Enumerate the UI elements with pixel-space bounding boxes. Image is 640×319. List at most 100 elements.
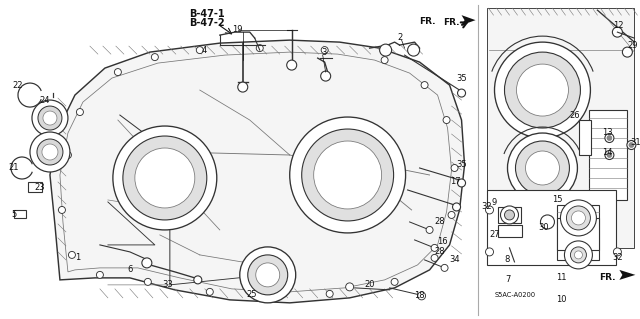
Circle shape <box>43 111 57 125</box>
Text: 9: 9 <box>492 198 497 207</box>
Circle shape <box>575 251 582 259</box>
Text: 8: 8 <box>505 256 510 264</box>
Circle shape <box>540 215 554 229</box>
Circle shape <box>314 141 381 209</box>
Circle shape <box>206 288 213 295</box>
Text: FR.: FR. <box>443 18 460 26</box>
Circle shape <box>452 203 461 211</box>
Bar <box>486 190 616 265</box>
Text: FR.: FR. <box>599 273 616 282</box>
Circle shape <box>37 139 63 165</box>
Circle shape <box>443 116 450 123</box>
Text: 15: 15 <box>552 196 563 204</box>
Circle shape <box>622 47 632 57</box>
Circle shape <box>256 45 263 52</box>
Text: 26: 26 <box>569 111 580 120</box>
Circle shape <box>238 82 248 92</box>
Text: 30: 30 <box>538 223 548 233</box>
Circle shape <box>32 100 68 136</box>
Circle shape <box>458 89 465 97</box>
Polygon shape <box>50 40 465 303</box>
Circle shape <box>515 141 570 195</box>
Circle shape <box>605 151 614 160</box>
Circle shape <box>30 132 70 172</box>
Text: 34: 34 <box>449 256 460 264</box>
Circle shape <box>561 200 596 236</box>
Circle shape <box>196 47 204 54</box>
Polygon shape <box>461 15 476 25</box>
Circle shape <box>486 206 493 214</box>
Polygon shape <box>486 8 634 248</box>
Circle shape <box>391 278 398 286</box>
Text: 4: 4 <box>201 46 207 55</box>
Text: 24: 24 <box>40 96 50 105</box>
Circle shape <box>42 144 58 160</box>
Text: 27: 27 <box>489 230 500 240</box>
Text: 19: 19 <box>232 25 243 33</box>
Text: 35: 35 <box>456 74 467 83</box>
Circle shape <box>287 60 297 70</box>
Text: 35: 35 <box>456 160 467 169</box>
Text: 10: 10 <box>556 295 566 304</box>
Text: 20: 20 <box>364 280 375 289</box>
Circle shape <box>613 248 621 256</box>
Circle shape <box>115 69 122 76</box>
Circle shape <box>248 255 288 295</box>
Text: 28: 28 <box>435 248 445 256</box>
Circle shape <box>326 290 333 297</box>
Circle shape <box>301 129 394 221</box>
Circle shape <box>448 211 455 219</box>
Circle shape <box>495 42 591 138</box>
Circle shape <box>451 165 458 172</box>
Circle shape <box>194 276 202 284</box>
Text: S5AC-A0200: S5AC-A0200 <box>495 292 536 298</box>
Circle shape <box>145 278 151 286</box>
Circle shape <box>408 44 420 56</box>
Text: 6: 6 <box>127 265 132 274</box>
Polygon shape <box>620 270 636 280</box>
Circle shape <box>240 247 296 303</box>
Circle shape <box>321 71 331 81</box>
Text: 14: 14 <box>602 147 612 157</box>
Bar <box>497 207 522 223</box>
Circle shape <box>68 251 76 258</box>
Circle shape <box>458 179 465 187</box>
Circle shape <box>380 44 392 56</box>
Bar <box>14 210 26 218</box>
Text: 31: 31 <box>630 137 640 146</box>
Circle shape <box>426 226 433 234</box>
Circle shape <box>58 206 65 213</box>
Circle shape <box>97 271 104 278</box>
Text: 7: 7 <box>505 275 510 284</box>
Text: 22: 22 <box>13 81 23 90</box>
Circle shape <box>504 52 580 128</box>
Circle shape <box>321 47 328 54</box>
Circle shape <box>290 117 406 233</box>
Text: 3: 3 <box>321 48 326 56</box>
Bar <box>28 182 42 192</box>
Circle shape <box>572 211 586 225</box>
Bar <box>557 205 600 260</box>
Text: 11: 11 <box>556 273 566 282</box>
Circle shape <box>570 247 586 263</box>
Circle shape <box>486 248 493 256</box>
Circle shape <box>441 264 448 271</box>
Circle shape <box>629 143 634 147</box>
Circle shape <box>113 126 217 230</box>
Circle shape <box>431 244 438 251</box>
Circle shape <box>516 64 568 116</box>
Circle shape <box>123 136 207 220</box>
Circle shape <box>142 258 152 268</box>
Circle shape <box>605 134 614 143</box>
Circle shape <box>151 54 158 61</box>
Text: B-47-2: B-47-2 <box>189 18 225 28</box>
Circle shape <box>508 133 577 203</box>
Circle shape <box>38 106 62 130</box>
Circle shape <box>525 151 559 185</box>
Text: FR.: FR. <box>419 17 436 26</box>
Circle shape <box>135 148 195 208</box>
Circle shape <box>566 206 591 230</box>
Circle shape <box>504 210 515 220</box>
Circle shape <box>346 283 354 291</box>
Text: 33: 33 <box>163 280 173 289</box>
